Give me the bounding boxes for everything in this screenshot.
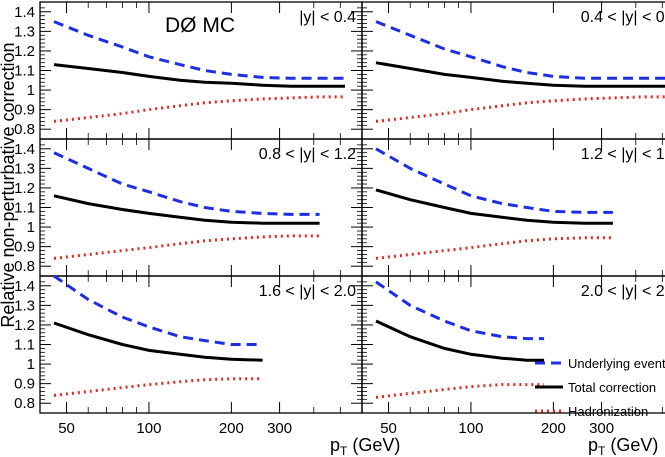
series-line-had bbox=[53, 95, 345, 123]
panel-rapidity-label: 0.8 < |y| < 1.2 bbox=[259, 146, 356, 163]
x-axis-title-main: p bbox=[330, 435, 340, 455]
panel-rapidity-label: 1.2 < |y| < 1.6 bbox=[581, 146, 665, 163]
series-line-total bbox=[375, 61, 665, 88]
y-tick-label: 0.9 bbox=[14, 376, 35, 393]
x-tick-label: 300 bbox=[267, 420, 292, 437]
series-line-total bbox=[53, 321, 263, 362]
series-line-had bbox=[53, 377, 263, 397]
x-tick-label: 100 bbox=[136, 420, 161, 437]
x-tick-label: 50 bbox=[380, 420, 397, 437]
x-axis-title: pT (GeV) bbox=[330, 435, 400, 457]
x-tick-label: 200 bbox=[219, 420, 244, 437]
y-tick-label: 1.3 bbox=[14, 160, 35, 177]
y-tick-label: 1.3 bbox=[14, 297, 35, 314]
y-tick-label: 1 bbox=[27, 219, 35, 236]
series-line-total bbox=[375, 188, 613, 225]
series-line-had bbox=[375, 383, 545, 399]
y-tick-label: 0.8 bbox=[14, 258, 35, 275]
y-tick-label: 1 bbox=[27, 82, 35, 99]
series-line-total bbox=[53, 63, 345, 88]
series-line-ue bbox=[375, 280, 545, 341]
x-axis-title-unit: (GeV) bbox=[605, 435, 658, 455]
y-tick-label: 1.4 bbox=[14, 4, 35, 21]
x-tick-label: 200 bbox=[541, 420, 566, 437]
x-axis-title: pT (GeV) bbox=[588, 435, 658, 457]
legend-label: Hadronization bbox=[568, 404, 648, 419]
series-line-ue bbox=[53, 151, 320, 216]
series-line-had bbox=[53, 234, 320, 260]
chart-title: DØ MC bbox=[165, 14, 235, 37]
x-tick-label: 50 bbox=[58, 420, 75, 437]
series-line-had bbox=[375, 236, 613, 260]
panel-rapidity-label: 0.4 < |y| < 0.8 bbox=[581, 9, 665, 26]
series-line-ue bbox=[375, 147, 613, 214]
y-tick-label: 0.9 bbox=[14, 239, 35, 256]
y-tick-label: 1.1 bbox=[14, 63, 35, 80]
y-tick-label: 1.4 bbox=[14, 278, 35, 295]
x-tick-label: 100 bbox=[458, 420, 483, 437]
y-tick-label: 1.2 bbox=[14, 43, 35, 60]
panel-rapidity-label: |y| < 0.4 bbox=[299, 9, 356, 26]
y-tick-label: 1.1 bbox=[14, 337, 35, 354]
x-axis-title-sub: T bbox=[340, 444, 348, 457]
legend-label: Underlying event bbox=[568, 356, 665, 371]
series-line-total bbox=[375, 319, 545, 362]
y-tick-label: 1.4 bbox=[14, 141, 35, 158]
y-tick-label: 0.8 bbox=[14, 121, 35, 138]
x-axis-title-main: p bbox=[588, 435, 598, 455]
x-axis-title-sub: T bbox=[598, 444, 606, 457]
series-line-had bbox=[375, 95, 665, 123]
y-tick-label: 1.1 bbox=[14, 200, 35, 217]
x-axis-title-unit: (GeV) bbox=[347, 435, 400, 455]
y-tick-label: 0.9 bbox=[14, 102, 35, 119]
y-tick-label: 0.8 bbox=[14, 395, 35, 412]
panel-rapidity-label: 1.6 < |y| < 2.0 bbox=[259, 283, 356, 300]
y-axis-title: Relative non-perturbative correction bbox=[0, 42, 18, 327]
series-line-total bbox=[53, 194, 320, 225]
x-tick-label: 300 bbox=[589, 420, 614, 437]
panel-rapidity-label: 2.0 < |y| < 2.4 bbox=[581, 283, 665, 300]
y-tick-label: 1 bbox=[27, 356, 35, 373]
y-tick-label: 1.2 bbox=[14, 180, 35, 197]
legend-label: Total correction bbox=[568, 380, 656, 395]
y-tick-label: 1.3 bbox=[14, 23, 35, 40]
y-tick-label: 1.2 bbox=[14, 317, 35, 334]
